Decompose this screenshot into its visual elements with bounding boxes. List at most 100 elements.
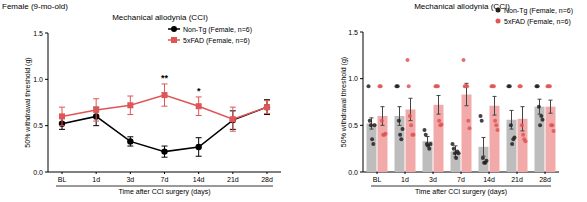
error-bar <box>549 100 553 113</box>
error-bar <box>127 137 133 146</box>
error-cap <box>437 95 441 96</box>
error-cap <box>465 83 469 84</box>
data-point <box>513 135 517 139</box>
x-tick <box>96 172 97 174</box>
y-axis-line <box>363 32 364 172</box>
x-axis-label: Time after CCI surgery (days) <box>415 188 507 196</box>
error-bar <box>510 110 514 129</box>
error-cap <box>409 98 413 99</box>
data-point <box>371 142 375 146</box>
data-point <box>539 114 543 118</box>
y-tick-label: 0.5 <box>33 122 43 129</box>
data-point <box>524 139 528 143</box>
error-cap <box>196 115 202 116</box>
error-bar <box>437 95 441 114</box>
marker <box>230 116 236 122</box>
data-point <box>552 129 556 133</box>
data-point <box>412 133 416 137</box>
marker <box>127 102 133 108</box>
data-point <box>519 84 523 88</box>
data-point <box>436 84 440 88</box>
error-bar <box>196 138 202 157</box>
y-tick <box>45 33 48 34</box>
legend: Non-Tg (Female, n=6)5xFAD (Female, n=6) <box>168 26 252 45</box>
error-cap <box>510 110 514 111</box>
data-point <box>408 114 412 118</box>
error-cap <box>162 106 168 107</box>
data-point <box>509 123 513 127</box>
error-cap <box>538 99 542 100</box>
error-cap <box>381 106 385 107</box>
x-tick <box>433 172 434 174</box>
data-point <box>384 132 388 136</box>
bar <box>535 107 545 172</box>
y-tick-label: 0.5 <box>348 122 358 129</box>
data-point <box>379 84 383 88</box>
data-point <box>462 58 466 62</box>
error-cap <box>264 100 270 101</box>
x-tick-label: 1d <box>92 176 100 183</box>
data-point <box>508 84 512 88</box>
data-point <box>369 123 373 127</box>
data-point <box>380 119 384 123</box>
x-tick-label: 7d <box>161 176 169 183</box>
error-bar <box>93 99 99 121</box>
y-axis-label: 50% withdrawal threshold (g) <box>340 57 348 147</box>
bar <box>546 107 556 172</box>
data-point <box>451 142 455 146</box>
chart-line: Mechanical allodynia (CCI)50% withdrawal… <box>24 13 281 196</box>
error-cap <box>549 113 553 114</box>
x-tick <box>489 172 490 174</box>
data-point <box>494 123 498 127</box>
error-cap <box>370 129 374 130</box>
data-point <box>479 114 483 118</box>
x-tick-label: 14d <box>483 176 495 183</box>
x-tick-label: 28d <box>261 176 273 183</box>
error-cap <box>437 114 441 115</box>
x-tick-label: 7d <box>457 176 465 183</box>
x-tick-label: 3d <box>429 176 437 183</box>
marker <box>162 92 168 98</box>
bar <box>490 106 500 172</box>
error-stem <box>483 137 484 156</box>
chart-title: Mechanical allodynia (CCI) <box>112 13 208 22</box>
panel-label: Female (9-mo-old) <box>2 2 68 11</box>
error-bar <box>538 99 542 114</box>
error-cap <box>127 146 133 147</box>
legend-marker <box>171 26 177 32</box>
error-bar <box>482 137 486 156</box>
marker <box>127 138 133 144</box>
legend-label: 5xFAD (Female, n=6) <box>183 37 250 45</box>
marker <box>264 104 270 110</box>
error-bar <box>196 97 202 116</box>
x-tick <box>545 172 546 174</box>
error-bar <box>264 101 270 114</box>
error-bar <box>59 107 65 126</box>
annotation: ** <box>161 73 169 83</box>
x-tick-label: BL <box>58 176 67 183</box>
data-point <box>548 84 552 88</box>
data-point <box>396 84 400 88</box>
y-tick-label: 0.0 <box>348 169 358 176</box>
data-point <box>550 123 554 127</box>
x-tick-label: 21d <box>511 176 523 183</box>
data-point <box>370 137 374 141</box>
figure: Female (9-mo-old) Mechanical allodynia (C… <box>0 0 587 202</box>
error-cap <box>465 105 469 106</box>
data-point <box>407 84 411 88</box>
error-cap <box>162 83 168 84</box>
y-tick <box>360 78 363 79</box>
x-tick-label: 28d <box>539 176 551 183</box>
error-stem <box>494 96 495 115</box>
data-point <box>465 84 469 88</box>
x-tick-label: BL <box>373 176 382 183</box>
data-point <box>510 142 514 146</box>
error-cap <box>454 145 458 146</box>
x-label-bracket <box>371 186 551 187</box>
error-cap <box>264 113 270 114</box>
bar <box>462 95 472 172</box>
x-tick-label: 21d <box>227 176 239 183</box>
data-point <box>457 151 461 155</box>
data-point <box>536 84 540 88</box>
error-cap <box>493 115 497 116</box>
